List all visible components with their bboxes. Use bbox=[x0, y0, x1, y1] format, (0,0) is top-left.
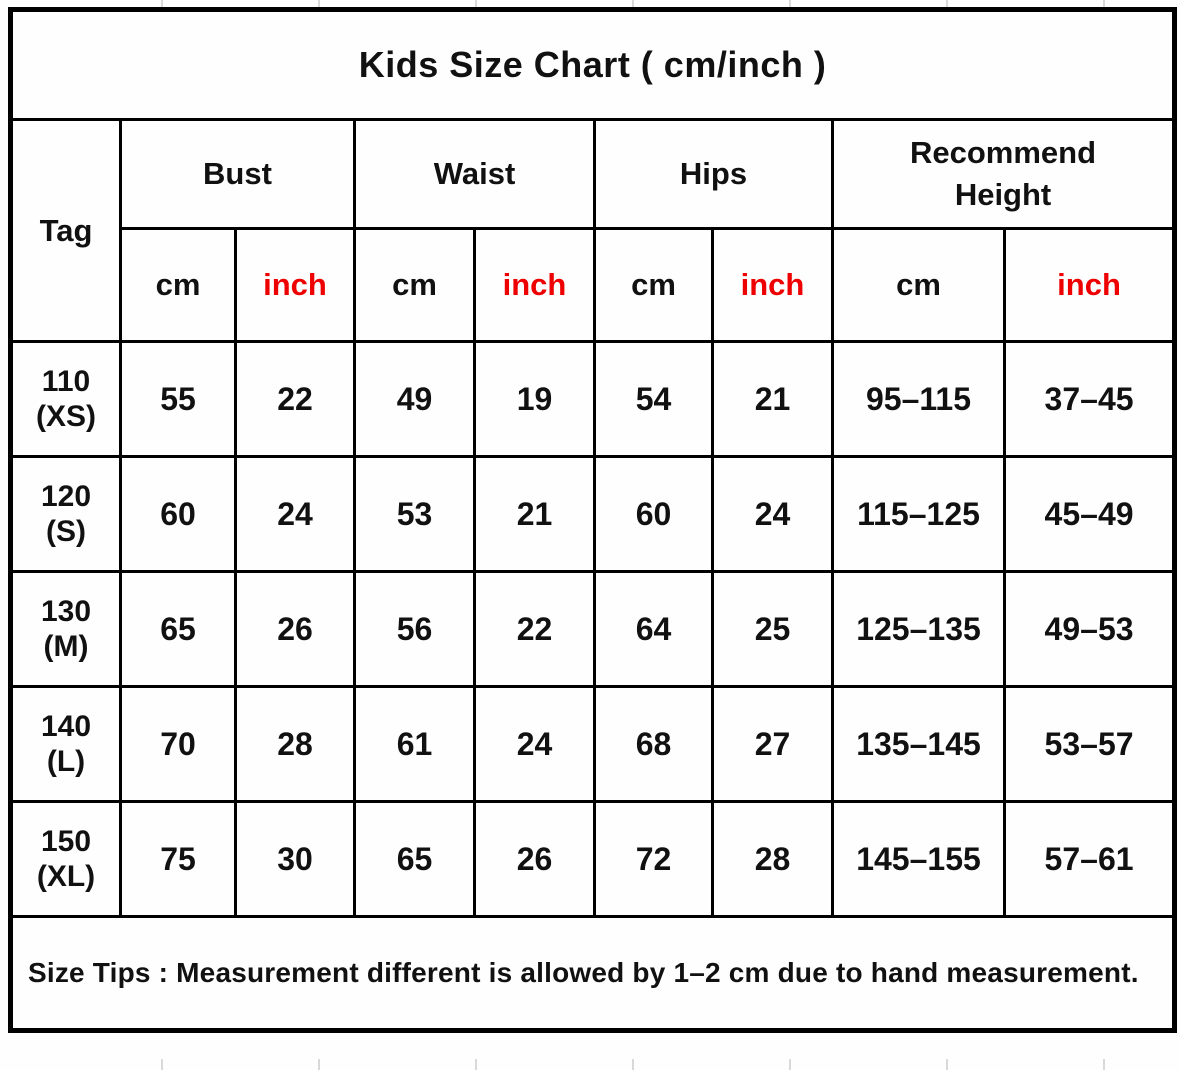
data-cell: 135–145 bbox=[831, 685, 1006, 803]
tag-cell: 130 (M) bbox=[9, 570, 122, 688]
data-cell: 145–155 bbox=[831, 800, 1006, 918]
data-cell: 53 bbox=[353, 455, 476, 573]
data-cell: 56 bbox=[353, 570, 476, 688]
tag-size-number: 150 bbox=[40, 824, 92, 858]
data-cell: 49 bbox=[353, 340, 476, 458]
group-header-waist: Waist bbox=[353, 118, 596, 230]
data-cell: 54 bbox=[593, 340, 714, 458]
tag-cell: 150 (XL) bbox=[9, 800, 122, 918]
unit-header-bust-cm: cm bbox=[119, 227, 237, 343]
data-cell: 37–45 bbox=[1002, 340, 1177, 458]
data-cell: 24 bbox=[711, 455, 834, 573]
data-cell: 19 bbox=[473, 340, 596, 458]
group-header-recommend-height-label: Recommend Height bbox=[910, 135, 1097, 212]
data-cell: 21 bbox=[473, 455, 596, 573]
column-header-tag: Tag bbox=[9, 118, 122, 343]
data-cell: 72 bbox=[593, 800, 714, 918]
data-cell: 26 bbox=[473, 800, 596, 918]
unit-header-height-inch: inch bbox=[1002, 227, 1177, 343]
spreadsheet-grid-top bbox=[0, 0, 1180, 7]
data-cell: 64 bbox=[593, 570, 714, 688]
data-cell: 60 bbox=[593, 455, 714, 573]
tag-size-letter: (XL) bbox=[36, 860, 96, 893]
data-cell: 30 bbox=[234, 800, 356, 918]
unit-header-hips-cm: cm bbox=[593, 227, 714, 343]
data-cell: 45–49 bbox=[1002, 455, 1177, 573]
table-row-150-xl: 150 (XL) 75 30 65 26 72 28 145–155 57–61 bbox=[9, 800, 1177, 918]
data-cell: 27 bbox=[711, 685, 834, 803]
data-cell: 70 bbox=[119, 685, 237, 803]
tag-size-letter: (S) bbox=[46, 515, 86, 548]
unit-header-waist-cm: cm bbox=[353, 227, 476, 343]
data-cell: 65 bbox=[119, 570, 237, 688]
group-header-bust: Bust bbox=[119, 118, 356, 230]
data-cell: 22 bbox=[473, 570, 596, 688]
unit-header-height-cm: cm bbox=[831, 227, 1006, 343]
table-row-120-s: 120 (S) 60 24 53 21 60 24 115–125 45–49 bbox=[9, 455, 1177, 573]
data-cell: 22 bbox=[234, 340, 356, 458]
data-cell: 49–53 bbox=[1002, 570, 1177, 688]
tag-size-number: 110 bbox=[41, 364, 91, 398]
data-cell: 75 bbox=[119, 800, 237, 918]
tag-cell: 140 (L) bbox=[9, 685, 122, 803]
table-row-130-m: 130 (M) 65 26 56 22 64 25 125–135 49–53 bbox=[9, 570, 1177, 688]
tag-size-number: 120 bbox=[40, 479, 92, 513]
unit-header-hips-inch: inch bbox=[711, 227, 834, 343]
data-cell: 21 bbox=[711, 340, 834, 458]
chart-title: Kids Size Chart ( cm/inch ) bbox=[8, 8, 1177, 121]
tag-size-letter: (L) bbox=[46, 745, 86, 778]
tag-size-letter: (M) bbox=[43, 630, 89, 663]
data-cell: 61 bbox=[353, 685, 476, 803]
size-tips-note: Size Tips : Measurement different is all… bbox=[8, 915, 1177, 1032]
group-header-bust-label: Bust bbox=[203, 156, 272, 191]
table-row-110-xs: 110 (XS) 55 22 49 19 54 21 95–115 37–45 bbox=[9, 340, 1177, 458]
data-cell: 28 bbox=[234, 685, 356, 803]
tag-size-number: 140 bbox=[40, 709, 92, 743]
data-cell: 25 bbox=[711, 570, 834, 688]
data-cell: 125–135 bbox=[831, 570, 1006, 688]
data-cell: 26 bbox=[234, 570, 356, 688]
group-header-waist-label: Waist bbox=[433, 156, 516, 191]
tag-size-number: 130 bbox=[40, 594, 92, 628]
kids-size-chart-table: Kids Size Chart ( cm/inch ) Tag Bust Wai… bbox=[8, 7, 1178, 1033]
data-cell: 60 bbox=[119, 455, 237, 573]
data-cell: 68 bbox=[593, 685, 714, 803]
group-header-recommend-height: Recommend Height bbox=[830, 118, 1177, 230]
data-cell: 24 bbox=[473, 685, 596, 803]
data-cell: 24 bbox=[234, 455, 356, 573]
group-header-hips: Hips bbox=[593, 118, 834, 230]
data-cell: 115–125 bbox=[831, 455, 1006, 573]
data-cell: 28 bbox=[711, 800, 834, 918]
data-cell: 55 bbox=[119, 340, 237, 458]
tag-cell: 110 (XS) bbox=[9, 340, 122, 458]
unit-header-waist-inch: inch bbox=[473, 227, 596, 343]
tag-size-letter: (XS) bbox=[36, 400, 96, 433]
spreadsheet-grid-bottom bbox=[0, 1059, 1180, 1070]
table-row-140-l: 140 (L) 70 28 61 24 68 27 135–145 53–57 bbox=[9, 685, 1177, 803]
unit-header-bust-inch: inch bbox=[234, 227, 356, 343]
group-header-hips-label: Hips bbox=[679, 156, 748, 191]
data-cell: 95–115 bbox=[831, 340, 1006, 458]
data-cell: 57–61 bbox=[1002, 800, 1177, 918]
data-cell: 53–57 bbox=[1002, 685, 1177, 803]
tag-cell: 120 (S) bbox=[9, 455, 122, 573]
data-cell: 65 bbox=[353, 800, 476, 918]
